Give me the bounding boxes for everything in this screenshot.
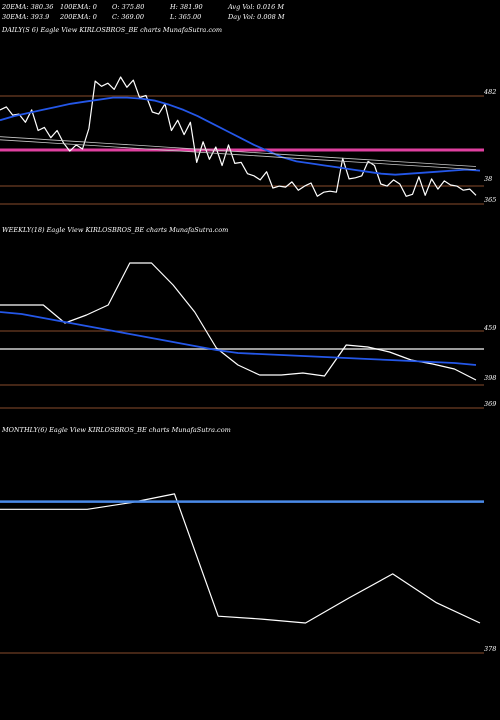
daily-series-line-3 bbox=[0, 136, 477, 167]
weekly-lines bbox=[0, 262, 477, 381]
daily-chart-title: DAILY(S 6) Eagle View KIRLOSBROS_BE char… bbox=[2, 26, 223, 34]
header-200ema: 200EMA: 0 bbox=[60, 13, 97, 21]
daily-chart: 482 38 365 bbox=[0, 76, 496, 205]
header-100ema: 100EMA: 0 bbox=[60, 3, 97, 11]
daily-series-line-2 bbox=[0, 96, 481, 176]
monthly-lines bbox=[0, 493, 484, 624]
header-20ema: 20EMA: 380.36 bbox=[2, 3, 54, 11]
weekly-level-label-398: 398 bbox=[484, 374, 496, 382]
header-open: O: 375.80 bbox=[112, 3, 145, 11]
header-avg-vol: Avg Vol: 0.016 M bbox=[228, 3, 285, 11]
daily-lines bbox=[0, 76, 481, 197]
header-high: H: 381.90 bbox=[170, 3, 203, 11]
weekly-level-label-369: 369 bbox=[484, 400, 496, 408]
daily-level-label-38: 38 bbox=[484, 175, 492, 183]
daily-level-label-482: 482 bbox=[483, 88, 496, 96]
monthly-level-label-378: 378 bbox=[484, 645, 496, 653]
daily-series-line-4 bbox=[0, 139, 477, 170]
header-low: L: 365.00 bbox=[170, 13, 202, 21]
header-close: C: 369.00 bbox=[112, 13, 144, 21]
weekly-level-label-459: 459 bbox=[483, 324, 496, 332]
daily-level-label-365: 365 bbox=[484, 196, 496, 204]
header-day-vol: Day Vol: 0.008 M bbox=[228, 13, 285, 21]
weekly-series-line-1 bbox=[0, 262, 477, 381]
monthly-series-line-1 bbox=[0, 493, 481, 624]
monthly-chart-title: MONTHLY(6) Eagle View KIRLOSBROS_BE char… bbox=[2, 426, 231, 434]
weekly-chart: 459 398 369 bbox=[0, 262, 496, 409]
monthly-chart: 378 bbox=[0, 493, 496, 654]
weekly-series-line-2 bbox=[0, 311, 477, 366]
header-30ema: 30EMA: 393.9 bbox=[2, 13, 50, 21]
weekly-chart-title: WEEKLY(18) Eagle View KIRLOSBROS_BE char… bbox=[2, 226, 229, 234]
daily-series-line-1 bbox=[0, 76, 477, 197]
